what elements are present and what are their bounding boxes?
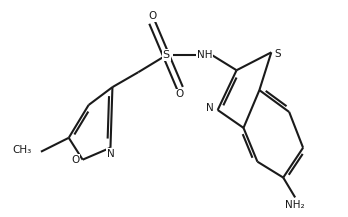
Text: NH: NH <box>197 50 213 60</box>
Text: O: O <box>176 89 184 99</box>
Text: N: N <box>206 103 214 113</box>
Text: CH₃: CH₃ <box>12 145 31 155</box>
Text: S: S <box>274 49 281 59</box>
Text: S: S <box>163 50 169 60</box>
Text: O: O <box>148 11 156 21</box>
Text: O: O <box>71 155 79 165</box>
Text: N: N <box>107 149 115 159</box>
Text: NH₂: NH₂ <box>285 200 305 210</box>
